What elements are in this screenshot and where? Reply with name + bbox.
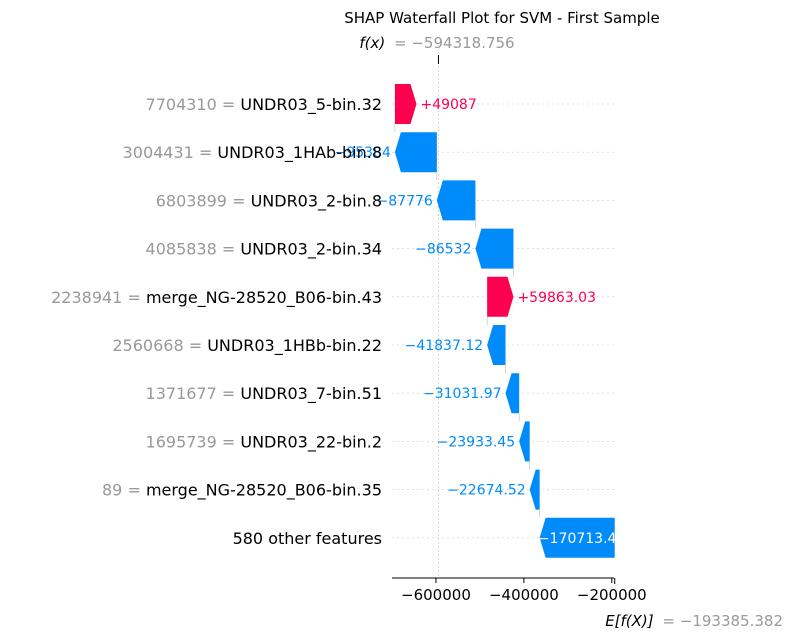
feature-label: 1695739 = UNDR03_22-bin.2 bbox=[146, 432, 382, 452]
feature-label: 4085838 = UNDR03_2-bin.34 bbox=[146, 240, 382, 260]
feature-label: 1371677 = UNDR03_7-bin.51 bbox=[146, 384, 382, 404]
x-axis: −600000 −400000 −200000 bbox=[392, 577, 647, 604]
feature-label: 580 other features bbox=[233, 529, 382, 548]
bar-value-label: −23933.45 bbox=[437, 434, 516, 450]
waterfall-bar bbox=[436, 180, 476, 221]
feature-label: 2238941 = merge_NG-28520_B06-bin.43 bbox=[51, 288, 382, 308]
feature-value: 3004431 = bbox=[123, 143, 218, 162]
bar-value-label: −22674.52 bbox=[447, 483, 526, 499]
waterfall-bar bbox=[487, 276, 514, 317]
feature-name: UNDR03_1HAb-bin.8 bbox=[217, 143, 382, 163]
feature-value: 2238941 = bbox=[51, 288, 146, 307]
feature-value: 7704310 = bbox=[146, 95, 241, 114]
feature-name: UNDR03_22-bin.2 bbox=[240, 432, 382, 452]
waterfall-bar bbox=[394, 84, 417, 124]
efx-annotation: E[f(X)] = −193385.382 bbox=[605, 612, 783, 630]
fx-label: f(x) bbox=[359, 34, 385, 52]
feature-label: 2560668 = UNDR03_1HBb-bin.22 bbox=[112, 336, 382, 356]
bars: +49087 −95384 −87776 −86532 +59863.03 −41837.… bbox=[335, 84, 617, 558]
waterfall-bar bbox=[529, 469, 540, 510]
feature-value: 1695739 = bbox=[146, 432, 241, 451]
waterfall-bar bbox=[475, 228, 514, 269]
feature-name: UNDR03_5-bin.32 bbox=[240, 95, 382, 115]
bar-value-label: −86532 bbox=[415, 242, 471, 258]
feature-name: merge_NG-28520_B06-bin.43 bbox=[146, 288, 382, 308]
bar-value-label: +49087 bbox=[420, 97, 476, 113]
bar-value-label: −170713.4 bbox=[538, 531, 617, 547]
waterfall-bar bbox=[487, 325, 506, 365]
feature-label: 89 = merge_NG-28520_B06-bin.35 bbox=[102, 481, 382, 501]
feature-label: 6803899 = UNDR03_2-bin.8 bbox=[156, 191, 382, 211]
feature-labels: 7704310 = UNDR03_5-bin.32 3004431 = UNDR0… bbox=[51, 95, 382, 548]
waterfall-bar bbox=[505, 373, 520, 414]
feature-name: UNDR03_2-bin.34 bbox=[240, 240, 382, 260]
fx-annotation: f(x) = −594318.756 bbox=[359, 34, 514, 52]
feature-name: UNDR03_2-bin.8 bbox=[251, 191, 382, 211]
bar-value-label: −31031.97 bbox=[423, 386, 502, 402]
feature-name: 580 other features bbox=[233, 529, 382, 548]
x-tick-label: −400000 bbox=[489, 586, 559, 604]
waterfall-bar bbox=[539, 517, 615, 558]
bar-value-label: −41837.12 bbox=[405, 338, 484, 354]
bar-value-label: +59863.03 bbox=[517, 290, 596, 306]
feature-label: 7704310 = UNDR03_5-bin.32 bbox=[146, 95, 382, 115]
efx-label: E[f(X)] bbox=[605, 612, 654, 630]
feature-value: 4085838 = bbox=[146, 240, 241, 259]
feature-value: 2560668 = bbox=[112, 336, 207, 355]
feature-value: 6803899 = bbox=[156, 191, 251, 210]
chart-title: SHAP Waterfall Plot for SVM - First Samp… bbox=[344, 9, 659, 27]
waterfall-bar bbox=[394, 132, 437, 173]
feature-value: 1371677 = bbox=[146, 384, 241, 403]
feature-name: UNDR03_7-bin.51 bbox=[240, 384, 382, 404]
bar-value-label: −87776 bbox=[377, 193, 433, 209]
feature-value: 89 = bbox=[102, 481, 146, 500]
fx-value: = −594318.756 bbox=[394, 34, 515, 52]
bar-value-label: −95384 bbox=[335, 145, 391, 161]
x-tick-label: −600000 bbox=[401, 586, 471, 604]
feature-name: UNDR03_1HBb-bin.22 bbox=[207, 336, 382, 356]
efx-value: = −193385.382 bbox=[662, 612, 783, 630]
feature-label: 3004431 = UNDR03_1HAb-bin.8 bbox=[123, 143, 382, 163]
waterfall-bar bbox=[519, 421, 530, 462]
x-tick-label: −200000 bbox=[577, 586, 647, 604]
feature-name: merge_NG-28520_B06-bin.35 bbox=[146, 481, 382, 501]
